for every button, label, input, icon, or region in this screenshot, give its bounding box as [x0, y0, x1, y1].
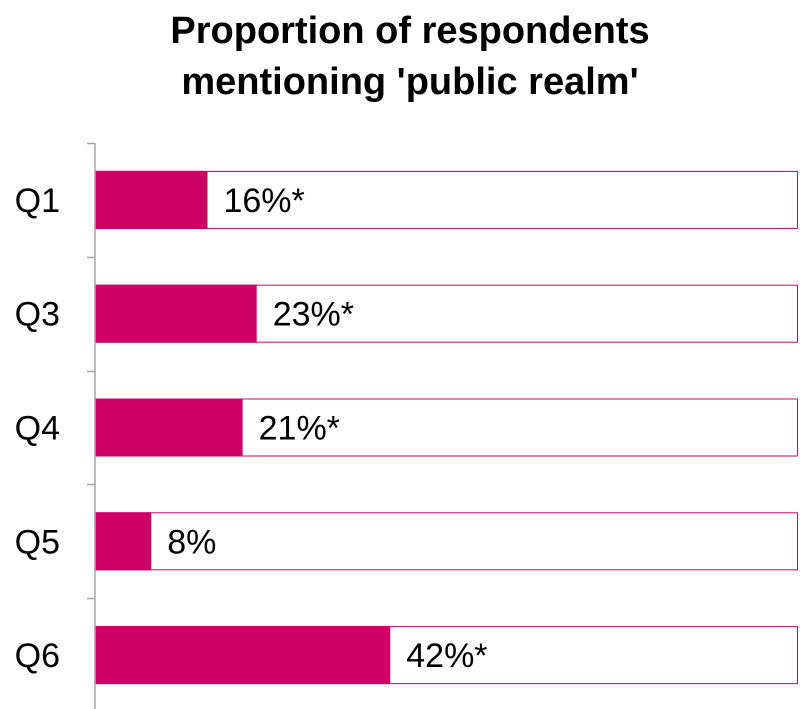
bar-q1: [95, 170, 208, 229]
chart-title: Proportion of respondents mentioning 'pu…: [0, 6, 800, 108]
data-label-q1: 16%*: [223, 182, 304, 220]
bar-q6: [95, 626, 391, 685]
category-label-q4: Q4: [15, 410, 60, 448]
bar-q5: [95, 512, 152, 571]
data-label-q5: 8%: [167, 523, 216, 561]
category-label-q6: Q6: [15, 637, 60, 675]
category-label-q5: Q5: [15, 523, 60, 561]
data-label-q3: 23%*: [273, 296, 354, 334]
chart-title-line-1: Proportion of respondents: [170, 10, 650, 52]
bar-track-q1: [95, 170, 798, 229]
bar-q4: [95, 398, 243, 457]
category-label-q1: Q1: [15, 182, 60, 220]
bar-track-q5: [95, 512, 798, 571]
category-label-q3: Q3: [15, 296, 60, 334]
data-label-q4: 21%*: [259, 410, 340, 448]
data-label-q6: 42%*: [406, 637, 487, 675]
bar-q3: [95, 284, 257, 343]
chart-title-line-2: mentioning 'public realm': [181, 61, 639, 103]
